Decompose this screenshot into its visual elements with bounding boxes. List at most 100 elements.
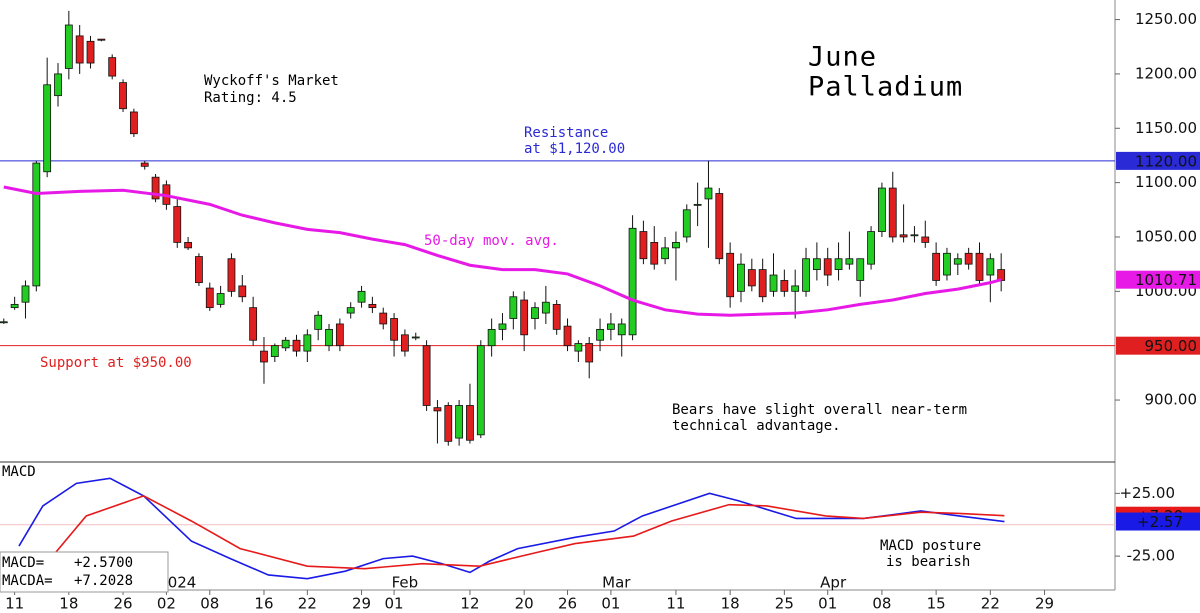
ma-end-label: 1010.71	[1135, 271, 1197, 289]
candle-body	[444, 405, 453, 442]
resistance-note: Resistance	[524, 125, 608, 141]
macd-box	[1116, 512, 1200, 531]
candle-body	[617, 323, 626, 336]
x-tick-label: 01	[818, 595, 837, 613]
rating: Rating: 4.5	[204, 90, 297, 106]
x-tick-label: 08	[872, 595, 891, 613]
candle-body	[119, 82, 127, 110]
candle-body	[325, 328, 333, 347]
x-tick-label: 18	[721, 595, 740, 613]
x-tick-label: 11	[5, 595, 24, 613]
candle-body	[195, 256, 203, 284]
level-box	[1116, 336, 1200, 355]
candle-body	[769, 274, 778, 292]
candle-body	[975, 252, 984, 281]
candle-body	[476, 345, 485, 436]
title: Palladium	[808, 72, 963, 103]
candle-body	[129, 111, 138, 135]
level-box	[1116, 151, 1200, 170]
x-tick-label: 08	[200, 595, 219, 613]
candle-body	[650, 242, 659, 265]
candle-body	[715, 193, 724, 260]
candle-body	[802, 258, 810, 292]
macd-end-label: +2.57	[1137, 513, 1183, 531]
macd-title: MACD	[2, 464, 36, 480]
x-tick-label: 01	[601, 595, 620, 613]
candle-body	[401, 334, 409, 352]
candle-body	[791, 285, 800, 292]
candle-body	[466, 405, 474, 441]
candle-body	[379, 312, 388, 325]
resistance-note: at $1,120.00	[524, 141, 625, 157]
candle-body	[953, 258, 962, 265]
candle-body	[888, 187, 897, 238]
readout-value: +2.5700	[74, 555, 133, 571]
x-tick-label: 11	[666, 595, 685, 613]
candle-body	[270, 345, 279, 357]
candle-body	[758, 269, 767, 298]
candle-body	[606, 323, 615, 330]
moving-average	[3, 185, 1002, 317]
candle-body	[335, 323, 344, 347]
candle-body	[433, 407, 442, 412]
candle-body	[0, 321, 8, 324]
y-tick-label: +25.00	[1119, 484, 1175, 502]
candle-body	[563, 325, 572, 347]
x-tick-label: 29	[352, 595, 371, 613]
candle-body	[596, 328, 604, 341]
y-tick-label: 1150.00	[1135, 119, 1197, 137]
candle-body	[281, 339, 290, 349]
macd-line	[18, 477, 1005, 580]
candle-body	[390, 318, 398, 341]
candle-body	[43, 84, 52, 173]
candle-body	[509, 296, 518, 319]
outlook-note: technical advantage.	[672, 418, 841, 434]
candle-body	[910, 234, 919, 237]
outlook-note: Bears have slight overall near-term	[672, 402, 967, 418]
candle-body	[552, 303, 561, 330]
month-label: Apr	[820, 574, 847, 592]
candle-body	[455, 405, 464, 439]
x-tick-label: 15	[927, 595, 946, 613]
candle-body	[357, 290, 366, 303]
y-tick-label: 1200.00	[1135, 64, 1197, 82]
candle-body	[899, 234, 908, 238]
candle-body	[140, 162, 149, 167]
rating: Wyckoff's Market	[204, 73, 339, 89]
readout-box	[0, 551, 169, 593]
readout-value: +7.2028	[74, 573, 133, 589]
candle-body	[639, 231, 648, 260]
month-label: Mar	[602, 574, 631, 592]
candle-body	[878, 187, 886, 232]
candle-body	[54, 73, 62, 97]
macd-note: MACD posture	[880, 538, 981, 554]
title: June	[808, 42, 877, 73]
candle-body	[823, 258, 832, 276]
x-tick-label: 22	[981, 595, 1000, 613]
x-tick-label: 16	[254, 595, 273, 613]
candle-body	[184, 242, 192, 249]
macd-line	[51, 495, 1005, 570]
candle-body	[368, 303, 377, 309]
candle-body	[574, 343, 583, 352]
candle-body	[943, 252, 951, 276]
candle-body	[346, 307, 355, 314]
x-tick-label: 18	[59, 595, 78, 613]
candle-body	[812, 258, 821, 270]
candle-body	[238, 285, 247, 298]
candle-body	[216, 293, 225, 305]
candle-body	[10, 303, 19, 309]
candle-body	[682, 209, 691, 238]
x-tick-label: 02	[157, 595, 176, 613]
x-tick-label: 26	[113, 595, 132, 613]
macd-note: is bearish	[886, 554, 970, 570]
candle-body	[747, 269, 756, 287]
candle-body	[108, 57, 117, 77]
candle-body	[661, 247, 669, 260]
candle-body	[986, 258, 995, 276]
candle-body	[422, 345, 431, 406]
x-tick-label: 01	[385, 595, 404, 613]
